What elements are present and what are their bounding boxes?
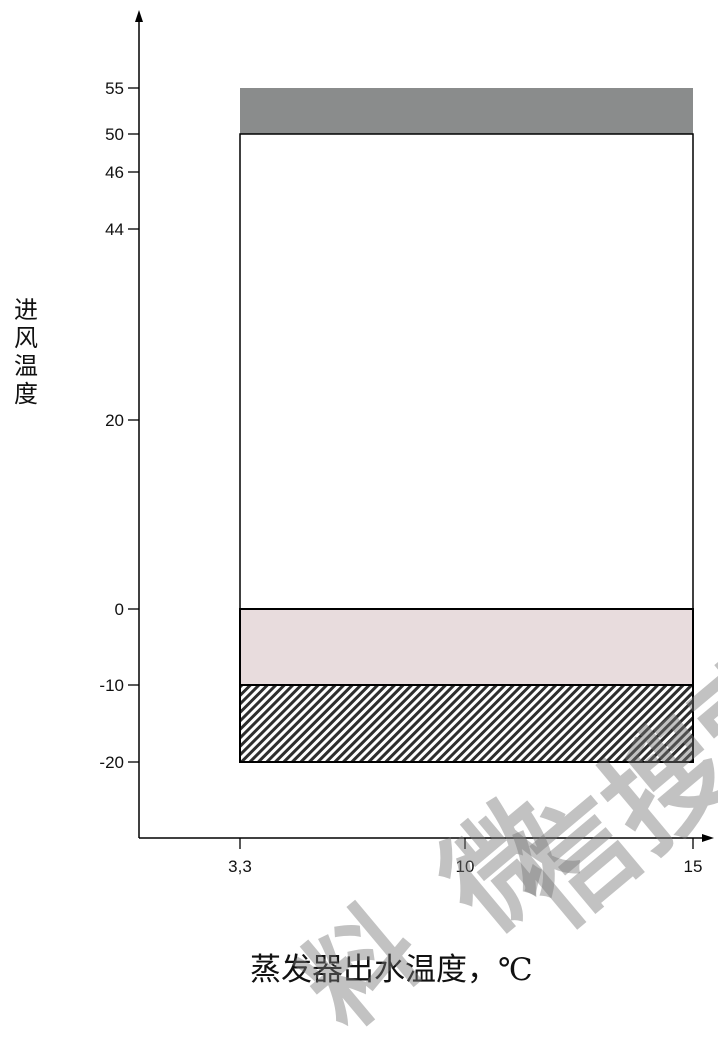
- region-band-3: [239, 684, 694, 763]
- regions: [239, 88, 694, 763]
- y-tick-label: -10: [99, 676, 124, 695]
- y-tick-label: 44: [105, 220, 124, 239]
- chart: 55 50 46 44 20 0 -10 -20 3,3 10 15: [99, 10, 714, 876]
- x-axis-arrow: [702, 834, 714, 842]
- x-tick-label: 15: [684, 857, 703, 876]
- y-axis-arrow: [135, 10, 143, 22]
- y-axis-label-char: 进: [14, 296, 38, 324]
- region-band-2: [239, 608, 694, 686]
- y-ticks: 55 50 46 44 20 0 -10 -20: [99, 79, 139, 772]
- y-tick-label: 20: [105, 411, 124, 430]
- y-tick-label: 55: [105, 79, 124, 98]
- y-tick-label: 46: [105, 163, 124, 182]
- y-axis-label: 进 风 温 度: [8, 296, 44, 408]
- y-tick-label: -20: [99, 753, 124, 772]
- axes: [135, 10, 714, 842]
- y-tick-label: 50: [105, 125, 124, 144]
- region-band-1: [239, 133, 694, 610]
- y-tick-label: 0: [115, 600, 124, 619]
- x-ticks: 3,3 10 15: [228, 838, 702, 876]
- y-axis-label-char: 风: [14, 324, 38, 352]
- y-axis-label-char: 度: [14, 380, 38, 408]
- x-axis-label: 蒸发器出水温度，℃: [250, 952, 533, 988]
- x-tick-label: 10: [456, 857, 475, 876]
- x-tick-label: 3,3: [228, 857, 252, 876]
- region-band-0: [240, 88, 693, 134]
- y-axis-label-char: 温: [14, 352, 38, 380]
